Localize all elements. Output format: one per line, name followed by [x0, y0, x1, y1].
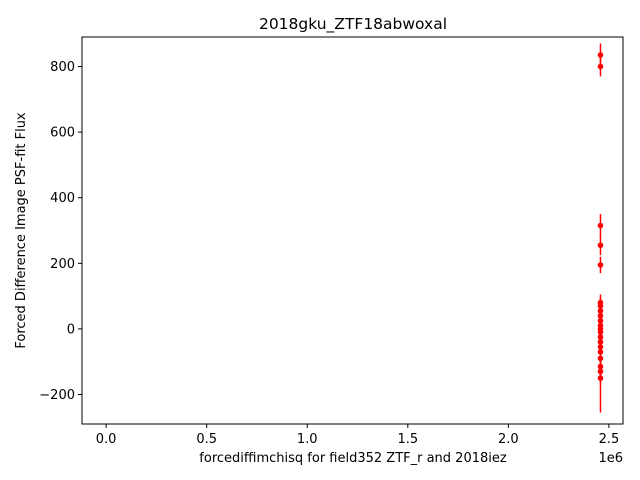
x-tick-label: 0.5: [196, 432, 217, 447]
x-axis-label: forcediffimchisq for field352 ZTF_r and …: [199, 451, 507, 466]
y-axis-label: Forced Difference Image PSF-fit Flux: [14, 112, 29, 349]
data-point: [597, 242, 604, 249]
data-point: [597, 222, 604, 229]
data-layer: [597, 43, 604, 413]
x-tick-label: 2.0: [498, 432, 519, 447]
data-point: [597, 375, 604, 381]
x-tick-label: 2.5: [599, 432, 620, 447]
y-tick-label: −200: [39, 388, 75, 403]
y-tick-label: 600: [50, 126, 75, 141]
y-tick-label: 800: [50, 60, 75, 75]
data-point: [597, 63, 604, 70]
x-offset-label: 1e6: [598, 451, 623, 466]
x-tick-label: 1.0: [297, 432, 318, 447]
data-point: [597, 262, 604, 268]
plot-frame: [81, 36, 624, 425]
x-tick-label: 1.5: [397, 432, 418, 447]
y-tick-label: 0: [67, 322, 75, 337]
y-tick-label: 200: [50, 257, 75, 272]
chart-title: 2018gku_ZTF18abwoxal: [259, 15, 447, 34]
data-point: [597, 52, 604, 58]
ticks-layer: 0.0 0.5 1.0 1.5 2.0 2.5 −200 0 200 400 600 800: [39, 60, 619, 447]
y-tick-label: 400: [50, 191, 75, 206]
x-tick-label: 0.0: [96, 432, 117, 447]
